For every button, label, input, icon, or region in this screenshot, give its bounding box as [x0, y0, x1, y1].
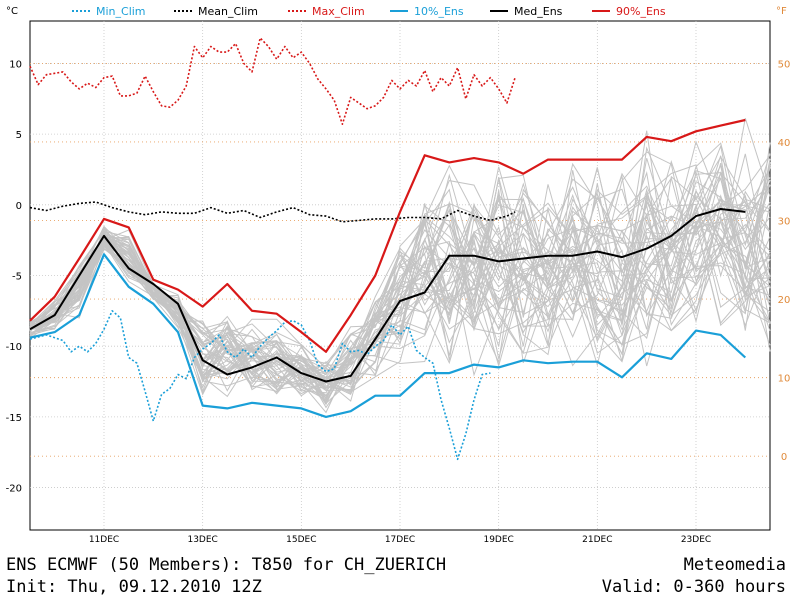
legend-label-med: Med_Ens — [514, 5, 563, 18]
y-tick-label: -5 — [12, 272, 22, 283]
chart-title: ENS ECMWF (50 Members): T850 for CH_ZUER… — [6, 555, 447, 575]
y-tick-label: -15 — [6, 413, 22, 424]
brand-name: Meteomedia — [683, 555, 786, 575]
legend-label-mean-clim: Mean_Clim — [198, 5, 258, 18]
ensemble-member-line — [29, 177, 771, 380]
x-tick-label: 21DEC — [582, 535, 612, 545]
legend-label-p10: 10%_Ens — [414, 5, 464, 18]
y-tick-label: -20 — [6, 484, 22, 495]
ensemble-member-line — [29, 158, 771, 392]
ensemble-member-line — [29, 140, 771, 403]
x-tick-label: 19DEC — [483, 535, 513, 545]
y-tick-label: -10 — [6, 342, 22, 353]
right-unit-label: °F — [776, 6, 787, 17]
legend-label-min-clim: Min_Clim — [96, 5, 146, 18]
series-line-max-clim — [29, 37, 516, 125]
series-line-p10 — [29, 253, 747, 418]
series-line-p90 — [29, 118, 746, 353]
legend-label-max-clim: Max_Clim — [312, 5, 365, 18]
ensemble-member-line — [29, 195, 771, 414]
ensemble-member-line — [29, 179, 771, 399]
ensemble-member-line — [29, 162, 771, 390]
y-tick-label: 0 — [16, 201, 22, 212]
x-tick-label: 11DEC — [89, 535, 119, 545]
ensemble-member-line — [29, 204, 771, 402]
x-tick-label: 15DEC — [286, 535, 316, 545]
y2-tick-label: 30 — [778, 217, 791, 228]
left-unit-label: °C — [6, 6, 18, 17]
ensemble-member-line — [29, 158, 771, 395]
series-line-med — [29, 208, 746, 383]
ensemble-member-line — [29, 189, 771, 395]
series-line-min-clim — [29, 309, 491, 461]
valid-range: Valid: 0-360 hours — [601, 577, 786, 597]
y-tick-label: 5 — [16, 130, 22, 141]
x-tick-label: 13DEC — [187, 535, 217, 545]
y2-tick-label: 40 — [778, 138, 791, 149]
series-line-mean-clim — [29, 201, 516, 223]
y2-tick-label: 20 — [778, 295, 791, 306]
y2-tick-label: 0 — [781, 452, 787, 463]
x-tick-label: 23DEC — [681, 535, 711, 545]
y-tick-label: 10 — [9, 59, 22, 70]
y2-tick-label: 10 — [778, 374, 791, 385]
x-tick-label: 17DEC — [385, 535, 415, 545]
y2-tick-label: 50 — [778, 59, 791, 70]
init-time: Init: Thu, 09.12.2010 12Z — [6, 577, 262, 597]
ensemble-chart: -20 -15 -10 -5 0 5 10 0 10 20 30 40 50 11DEC 13DEC 15DE… — [6, 5, 791, 545]
legend-label-p90: 90%_Ens — [616, 5, 666, 18]
